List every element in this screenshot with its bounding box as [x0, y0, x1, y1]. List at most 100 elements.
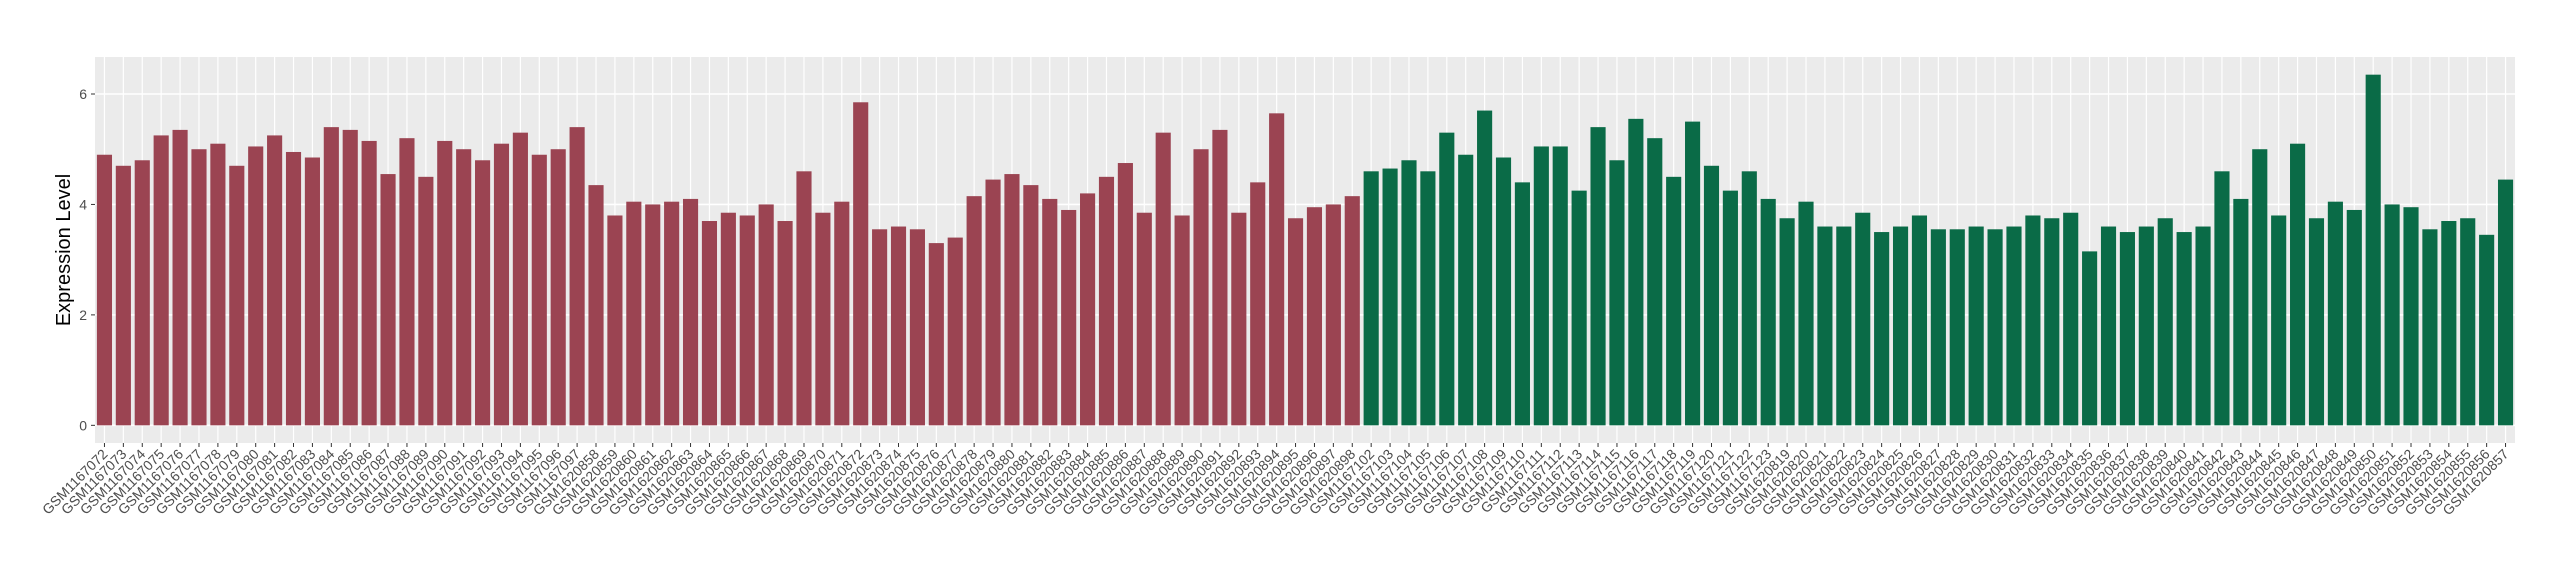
bar [1439, 132, 1455, 426]
bar [1552, 146, 1568, 426]
bar [1817, 226, 1833, 426]
bar [2479, 234, 2495, 426]
bar [777, 221, 793, 426]
bar [512, 132, 528, 426]
bar [853, 102, 869, 426]
bar [890, 226, 907, 426]
bar [1420, 171, 1436, 426]
bar [1231, 212, 1247, 426]
bar [172, 129, 188, 426]
bar [1571, 190, 1587, 426]
bar [96, 154, 113, 426]
bar [153, 135, 169, 426]
bar [2327, 201, 2343, 426]
bar [607, 215, 623, 426]
bar [758, 204, 774, 426]
bar [531, 154, 547, 426]
bar [229, 165, 245, 426]
bar [1666, 176, 1682, 426]
bar [834, 201, 850, 426]
bar [1647, 138, 1663, 426]
bar [323, 127, 339, 426]
bar [399, 138, 415, 426]
bar [1363, 171, 1379, 426]
bar [210, 143, 226, 426]
y-tick-label: 0 [79, 417, 87, 433]
bar [2290, 143, 2306, 426]
bar [1495, 157, 1512, 426]
bar [2252, 149, 2268, 426]
bar [2006, 226, 2022, 426]
y-tick-label: 2 [79, 307, 87, 323]
bar [1382, 168, 1398, 426]
bar [588, 185, 604, 426]
bar [2063, 212, 2079, 426]
bar [1779, 218, 1795, 426]
bar [947, 237, 963, 426]
bar [361, 140, 377, 426]
bar [682, 198, 699, 426]
bar [1287, 218, 1304, 426]
bar [1042, 198, 1058, 426]
bar [1136, 212, 1152, 426]
bar [1061, 209, 1077, 426]
bar [1098, 176, 1115, 426]
bar [2138, 226, 2154, 426]
bar [1269, 113, 1285, 426]
bar [2214, 171, 2230, 426]
bar [1325, 204, 1341, 426]
bar [267, 135, 283, 426]
bar [2271, 215, 2287, 426]
bar [2195, 226, 2211, 426]
bar [966, 196, 982, 426]
bar [2044, 218, 2060, 426]
bar [304, 157, 320, 426]
bar [1250, 182, 1266, 426]
bar [475, 160, 491, 426]
bar [1306, 207, 1323, 426]
bar [720, 212, 736, 426]
bar [115, 165, 131, 426]
bar [2119, 232, 2135, 426]
bar [928, 243, 944, 426]
bar [1703, 165, 1720, 426]
bar [2441, 221, 2457, 426]
bar [1080, 193, 1096, 426]
y-tick-label: 4 [79, 196, 87, 212]
bar [1911, 215, 1928, 426]
bar [1174, 215, 1190, 426]
bar [1892, 226, 1909, 426]
bar [1117, 163, 1133, 426]
bar [1930, 229, 1946, 426]
bar [1155, 132, 1171, 426]
bar [1722, 190, 1738, 426]
bar [2384, 204, 2400, 426]
y-axis-title: Expression Level [53, 174, 75, 326]
bar [134, 160, 150, 426]
bar [1458, 154, 1474, 426]
bar [342, 129, 358, 426]
bar [739, 215, 755, 426]
bar [815, 212, 831, 426]
bar [285, 151, 302, 426]
bar [2082, 251, 2098, 426]
bar [2308, 218, 2325, 426]
bar [2233, 198, 2249, 426]
bar [550, 149, 566, 426]
bar [248, 146, 264, 426]
bar [2025, 215, 2041, 426]
bar [1685, 121, 1701, 426]
bar [380, 174, 396, 426]
bar [1609, 160, 1625, 426]
bar [437, 140, 453, 426]
bar [1760, 198, 1776, 426]
bar [2403, 207, 2419, 426]
bar [2157, 218, 2173, 426]
bar [664, 201, 680, 426]
bar [1401, 160, 1417, 426]
bar [872, 229, 888, 426]
bar [1836, 226, 1852, 426]
bar [191, 149, 207, 426]
bar [569, 127, 585, 426]
